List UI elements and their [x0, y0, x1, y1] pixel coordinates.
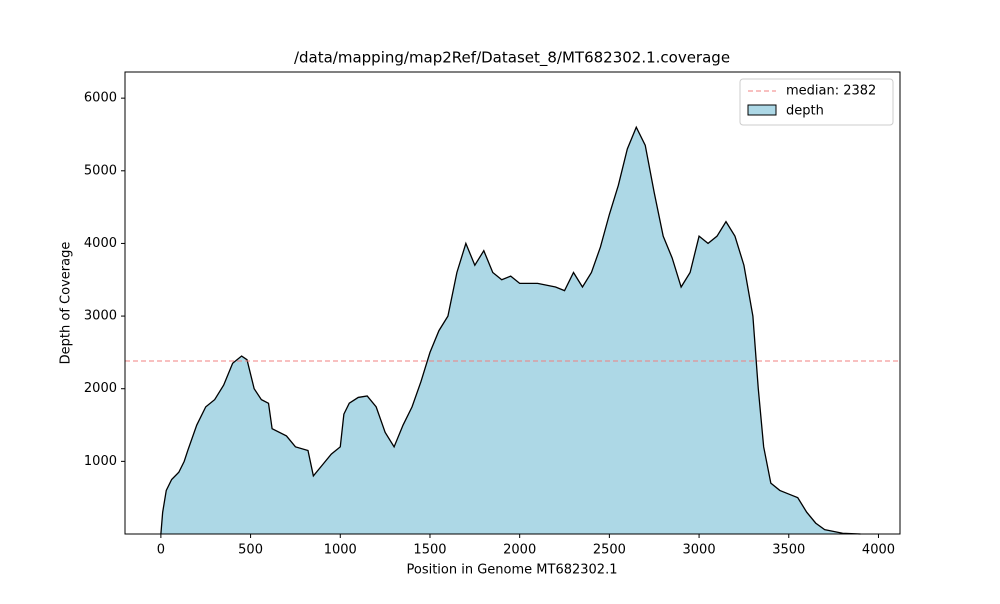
x-tick-label: 1500	[413, 543, 446, 558]
y-tick-label: 2000	[84, 381, 117, 396]
legend-depth-swatch	[747, 104, 777, 116]
legend-label: depth	[786, 104, 824, 119]
area-fill	[160, 127, 861, 535]
x-tick-label: 2000	[503, 543, 536, 558]
plot-frame	[124, 71, 901, 535]
x-tick-label: 3000	[683, 543, 716, 558]
x-tick-label: 3500	[772, 543, 805, 558]
x-tick-label: 1000	[324, 543, 357, 558]
y-tick-label: 1000	[84, 454, 117, 469]
x-axis-label: Position in Genome MT682302.1	[407, 563, 618, 578]
legend-label: median: 2382	[786, 84, 876, 99]
area-line	[160, 125, 861, 535]
y-tick-label: 5000	[84, 163, 117, 178]
x-tick-label: 500	[238, 543, 263, 558]
y-tick-label: 3000	[84, 309, 117, 324]
x-tick-label: 0	[157, 543, 165, 558]
y-axis-label: Depth of Coverage	[59, 242, 74, 365]
chart-title: /data/mapping/map2Ref/Dataset_8/MT682302…	[294, 49, 730, 68]
y-tick-label: 4000	[84, 236, 117, 251]
y-tick-label: 6000	[84, 91, 117, 106]
legend-box	[739, 78, 894, 126]
x-tick-label: 2500	[593, 543, 626, 558]
x-tick-label: 4000	[862, 543, 895, 558]
